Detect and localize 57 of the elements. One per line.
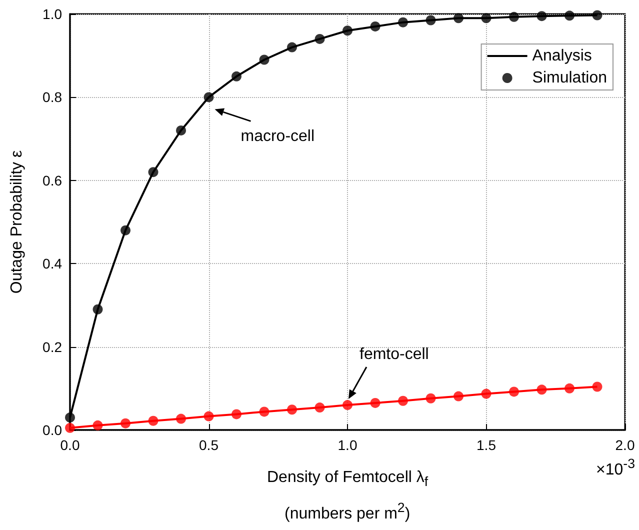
annotation: macro-cell — [240, 127, 315, 146]
point — [176, 414, 186, 424]
point — [342, 26, 352, 36]
point — [481, 13, 492, 24]
point — [370, 21, 380, 32]
point — [287, 404, 297, 415]
point — [232, 409, 242, 420]
point — [509, 12, 519, 22]
x-tick-label: 0.0 — [60, 437, 80, 453]
point — [204, 92, 214, 102]
y-axis-title: Outage Probability ε — [8, 150, 26, 294]
y-tick-label: 0.6 — [42, 172, 62, 188]
legend-label: Simulation — [532, 70, 607, 86]
point — [232, 71, 242, 82]
point — [592, 382, 602, 392]
point — [454, 391, 464, 402]
text: Density of Femtocell λ$_{f}$ (numbers per m$^{2}$) — [267, 469, 428, 522]
x-tick-label: 1.5 — [476, 437, 496, 453]
point — [120, 418, 130, 428]
point — [176, 125, 186, 136]
point — [342, 400, 352, 410]
y-tick-label: 1.0 — [42, 6, 62, 22]
x-tick-label: 2.0 — [615, 437, 635, 453]
point — [509, 386, 519, 397]
point — [426, 15, 436, 26]
point — [92, 420, 103, 430]
point — [564, 383, 574, 394]
point — [148, 167, 158, 178]
y-tick-label: 0.8 — [42, 89, 62, 106]
y-tick-label: 0.0 — [42, 422, 62, 438]
point — [370, 398, 380, 408]
point — [536, 384, 547, 395]
point — [259, 54, 270, 65]
point — [398, 17, 408, 28]
point — [287, 42, 297, 52]
point — [204, 411, 214, 422]
point — [92, 304, 103, 314]
legend-label: Analysis — [532, 48, 592, 64]
point — [398, 396, 408, 406]
point — [259, 406, 270, 417]
point — [65, 412, 75, 423]
y-tick-label: 0.4 — [42, 256, 62, 272]
point — [314, 402, 325, 413]
point — [454, 13, 464, 24]
point — [536, 11, 547, 22]
point — [481, 388, 492, 399]
point — [314, 34, 325, 44]
x-tick-label: 0.5 — [199, 437, 219, 453]
text: ×10$^{-3}$ — [596, 456, 635, 480]
point — [120, 225, 130, 236]
point — [592, 10, 602, 20]
y-tick-label: 0.2 — [42, 338, 62, 355]
annotation: femto-cell — [360, 345, 429, 364]
point — [426, 393, 436, 404]
x-tick-label: 1.0 — [338, 437, 358, 453]
point — [148, 416, 158, 426]
point — [564, 10, 574, 21]
